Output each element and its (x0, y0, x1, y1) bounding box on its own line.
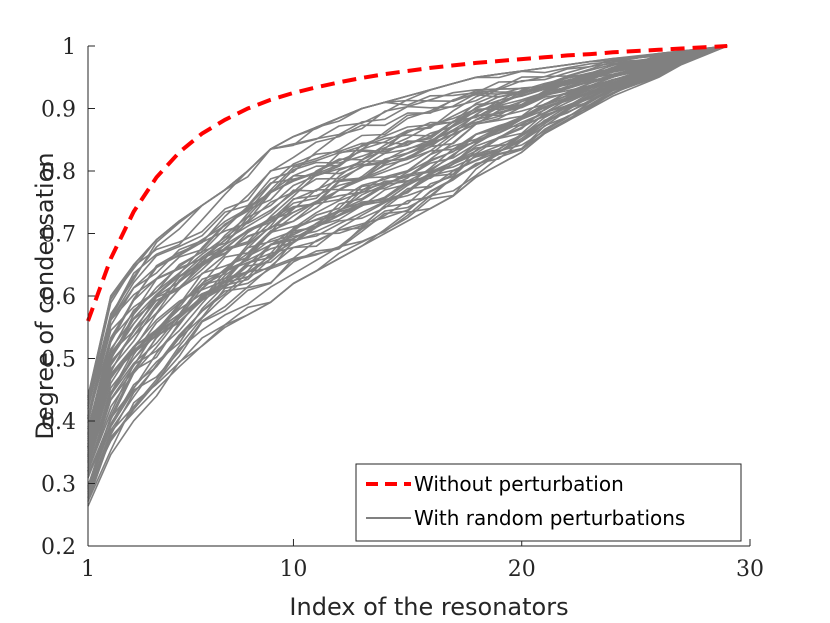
y-tick-label: 0.2 (41, 535, 76, 560)
perturbed-run-line (87, 45, 728, 404)
ticks: 1 10 20 30 0.2 0.3 0.4 0.5 0.6 0.7 0.8 0.9 1 (41, 35, 764, 582)
y-tick-label: 0.7 (41, 223, 76, 248)
perturbed-run-line (87, 45, 728, 447)
y-tick-label: 0.4 (41, 410, 76, 435)
perturbed-run-line (87, 45, 728, 430)
perturbed-run-line (87, 45, 728, 452)
y-tick-label: 0.5 (41, 348, 76, 373)
legend-box (355, 463, 742, 542)
x-tick-label: 1 (81, 557, 95, 582)
perturbed-run-line (87, 45, 728, 476)
perturbed-run-line (87, 45, 728, 462)
y-tick-label: 1 (62, 35, 76, 60)
perturbed-run-line (87, 45, 728, 423)
x-tick-label: 20 (508, 557, 536, 582)
perturbed-run-line (87, 45, 728, 507)
perturbed-run-line (87, 45, 728, 493)
plot-area (86, 44, 728, 507)
perturbed-run-line (87, 45, 728, 502)
y-tick-label: 0.6 (41, 285, 76, 310)
unperturbed-line (86, 44, 728, 322)
y-tick-label: 0.3 (41, 473, 76, 498)
y-axis-title: Degree of condensation (31, 152, 59, 439)
perturbed-run-line (87, 45, 728, 448)
perturbed-run-line (87, 45, 728, 418)
perturbed-run-line (87, 45, 728, 489)
x-tick-label: 10 (279, 557, 307, 582)
perturbed-run-line (87, 45, 728, 445)
perturbed-run-line (87, 45, 728, 479)
y-tick-label: 0.8 (41, 160, 76, 185)
legend-label-without-perturbation: Without perturbation (414, 472, 624, 496)
perturbed-run-line (87, 45, 728, 417)
perturbed-run-line (87, 45, 728, 478)
legend: Without perturbation With random perturb… (355, 463, 742, 542)
x-axis-title: Index of the resonators (289, 593, 568, 621)
legend-label-with-random-perturbations: With random perturbations (414, 506, 685, 530)
x-tick-label: 30 (736, 557, 764, 582)
y-tick-label: 0.9 (41, 98, 76, 123)
perturbed-run-line (87, 45, 728, 449)
